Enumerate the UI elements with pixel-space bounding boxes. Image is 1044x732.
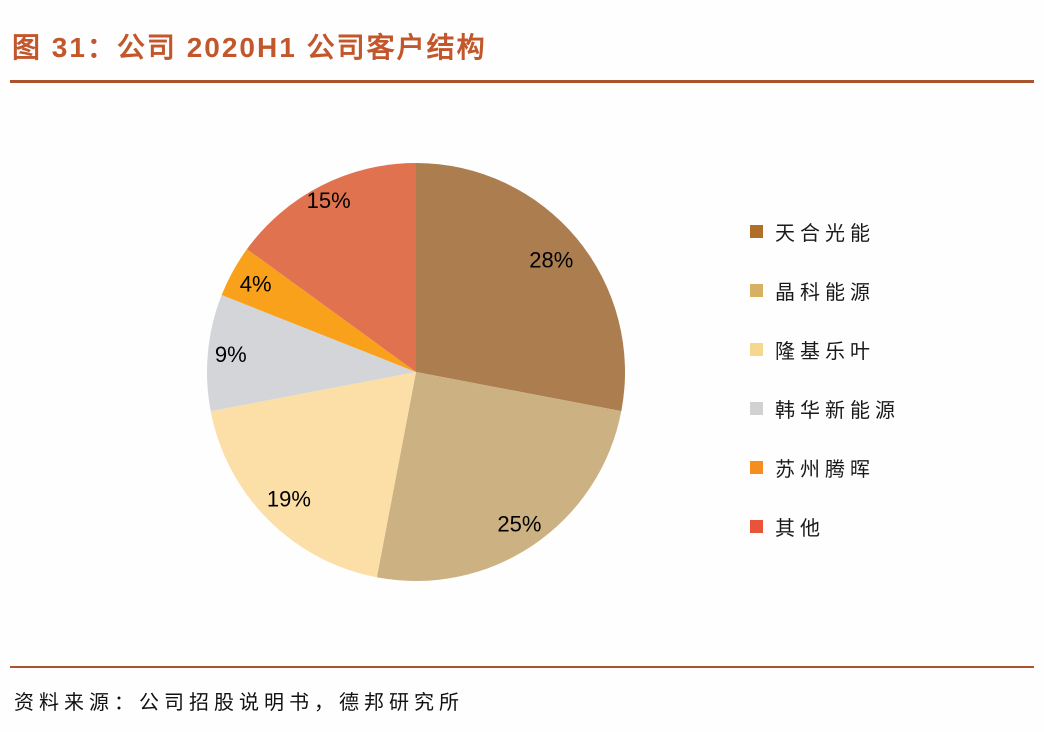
legend-label: 晶科能源: [775, 282, 875, 304]
legend-item-1: 晶科能源: [750, 261, 900, 320]
legend-swatch-icon: [750, 461, 763, 474]
legend-item-5: 其他: [750, 497, 900, 556]
legend-label: 韩华新能源: [775, 400, 900, 422]
legend-swatch-icon: [750, 402, 763, 415]
pie-slice-label-5: 15%: [307, 188, 351, 213]
pie-slice-5: [246, 163, 416, 372]
legend-label: 其他: [775, 518, 825, 540]
legend-item-4: 苏州腾晖: [750, 438, 900, 497]
legend-swatch-icon: [750, 284, 763, 297]
figure-title: 图 31：公司 2020H1 公司客户结构: [12, 32, 487, 63]
legend-item-2: 隆基乐叶: [750, 320, 900, 379]
legend-item-3: 韩华新能源: [750, 379, 900, 438]
pie-chart: 28% 25% 19% 9% 4% 15% 天合光能晶科能源隆基乐叶韩华新能源苏州腾晖其他: [0, 84, 1044, 664]
pie-slice-label-3: 9%: [215, 342, 247, 367]
pie-slice-0: [416, 163, 626, 412]
pie-slice-4: [221, 249, 416, 372]
pie-slice-label-2: 19%: [267, 487, 311, 512]
legend-label: 天合光能: [775, 223, 875, 245]
source-note: 资料来源：公司招股说明书，德邦研究所: [14, 692, 464, 714]
chart-legend: 天合光能晶科能源隆基乐叶韩华新能源苏州腾晖其他: [750, 202, 900, 556]
footer-divider: [10, 666, 1034, 668]
title-divider: [10, 80, 1034, 83]
pie-slice-label-0: 28%: [529, 248, 573, 273]
pie-slice-3: [206, 295, 416, 412]
legend-item-0: 天合光能: [750, 202, 900, 261]
legend-swatch-icon: [750, 520, 763, 533]
pie-slice-1: [376, 372, 622, 582]
pie-slice-label-1: 25%: [497, 512, 541, 537]
legend-label: 苏州腾晖: [775, 459, 875, 481]
pie-slice-2: [210, 372, 416, 578]
pie-slice-label-4: 4%: [240, 271, 272, 296]
legend-label: 隆基乐叶: [775, 341, 875, 363]
pie-chart-canvas: 28% 25% 19% 9% 4% 15%: [206, 163, 626, 582]
legend-swatch-icon: [750, 225, 763, 238]
legend-swatch-icon: [750, 343, 763, 356]
